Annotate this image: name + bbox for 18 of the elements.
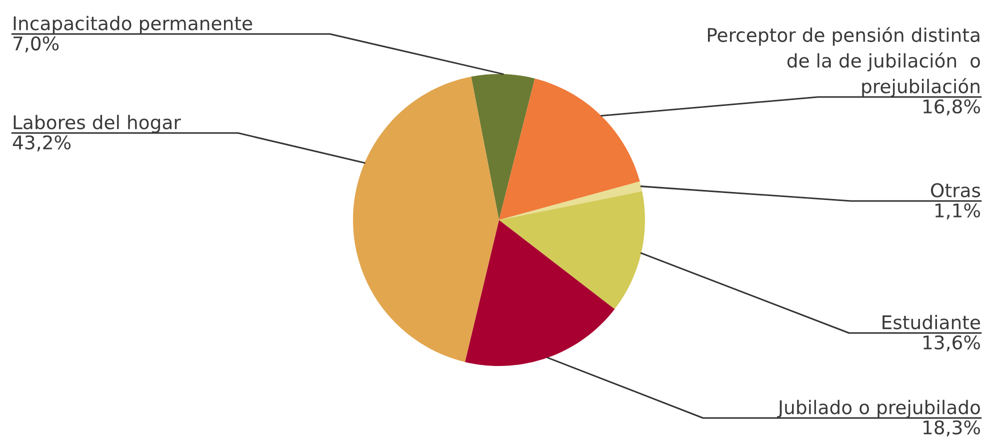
pie-slice <box>499 78 640 220</box>
data-label: 18,3% <box>923 420 980 436</box>
data-label: 13,6% <box>923 335 980 352</box>
pie-slice <box>464 220 615 366</box>
data-label: 1,1% <box>935 203 980 220</box>
slice-label: Perceptor de pensión distinta de la de jubilación o prejubilación <box>708 26 980 97</box>
pie-slice <box>499 191 645 310</box>
slice-label: Incapacitado permanente <box>14 16 252 34</box>
slice-label: Otras <box>930 183 980 198</box>
data-label: 43,2% <box>12 135 71 152</box>
pie-slice <box>353 76 499 362</box>
data-label: 16,8% <box>923 99 980 116</box>
slice-label: Estudiante <box>882 314 980 330</box>
slice-label: Labores del hogar <box>14 114 181 133</box>
slice-label: Jubilado o prejubilado <box>777 400 980 418</box>
data-label: 7,0% <box>14 36 59 52</box>
pie-slice <box>499 181 642 220</box>
pie-slice <box>471 74 535 220</box>
